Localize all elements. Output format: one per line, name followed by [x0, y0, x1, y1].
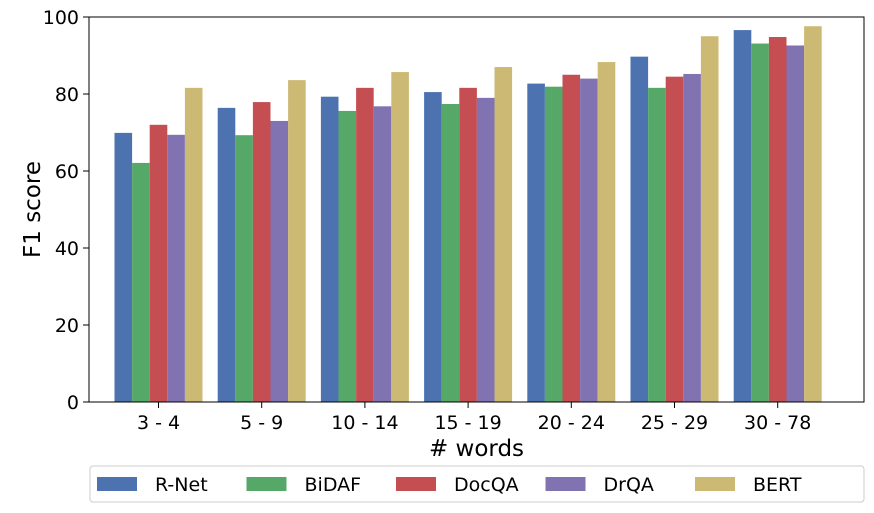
x-tick-label: 20 - 24: [538, 412, 605, 434]
bar-bidaf-2: [235, 135, 253, 402]
legend-label-drqa: DrQA: [604, 474, 654, 496]
bar-bidaf-6: [648, 87, 666, 402]
bar-drqa-3: [373, 106, 392, 402]
x-tick-label: 3 - 4: [137, 412, 180, 434]
y-tick-label: 60: [55, 161, 79, 183]
legend-label-bert: BERT: [753, 474, 802, 496]
y-tick-label: 20: [55, 315, 79, 337]
y-axis: 0 20 40 60 80 100: [43, 7, 89, 414]
legend-label-r-net: R-Net: [155, 474, 208, 496]
legend-swatch-docqa: [396, 477, 436, 491]
bar-drqa-6: [683, 73, 701, 402]
x-tick-label: 15 - 19: [434, 412, 501, 434]
legend: R-Net BiDAF DocQA DrQA BERT: [89, 465, 865, 503]
x-tick-label: 5 - 9: [240, 412, 283, 434]
bar-docqa-2: [252, 102, 271, 402]
bars-layer: [114, 26, 822, 403]
bar-docqa-7: [768, 37, 787, 403]
legend-swatch-bert: [695, 477, 735, 491]
bar-bert-7: [804, 26, 822, 403]
bar-r-net-6: [630, 56, 649, 403]
bar-bert-1: [184, 87, 203, 402]
bar-r-net-3: [320, 96, 339, 402]
bar-r-net-7: [733, 30, 752, 403]
bar-docqa-6: [665, 76, 684, 403]
bar-drqa-2: [270, 120, 289, 402]
legend-swatch-r-net: [97, 477, 137, 491]
x-tick-label: 30 - 78: [744, 412, 811, 434]
y-tick-label: 40: [55, 238, 79, 260]
legend-box: [89, 465, 865, 503]
legend-swatch-bidaf: [246, 477, 287, 491]
y-axis-title: F1 score: [20, 161, 46, 258]
y-tick-label: 80: [55, 84, 79, 106]
bar-docqa-5: [562, 74, 581, 402]
x-axis: 3 - 4 5 - 9 10 - 14 15 - 19 20 - 24 25 - 29 30…: [137, 402, 811, 434]
bar-bert-5: [597, 62, 616, 403]
bar-bert-2: [288, 80, 306, 402]
bar-r-net-1: [114, 132, 133, 402]
bar-docqa-1: [149, 124, 168, 403]
bar-bidaf-7: [751, 43, 769, 403]
y-tick-label: 0: [67, 392, 79, 414]
bar-bert-6: [700, 36, 719, 402]
x-tick-label: 10 - 14: [331, 412, 398, 434]
bar-drqa-7: [786, 45, 805, 403]
legend-label-docqa: DocQA: [454, 474, 519, 496]
bar-docqa-3: [356, 87, 374, 402]
plot-frame: [88, 16, 865, 403]
legend-label-bidaf: BiDAF: [305, 474, 362, 496]
y-tick-label: 100: [43, 7, 79, 29]
x-axis-title: # words: [429, 436, 524, 462]
bar-bidaf-1: [132, 162, 150, 402]
bar-bert-3: [391, 72, 409, 402]
bar-drqa-5: [580, 78, 598, 402]
bar-r-net-2: [217, 107, 236, 403]
bar-bert-4: [494, 67, 513, 403]
bar-bidaf-5: [544, 86, 563, 402]
bar-r-net-5: [527, 83, 545, 402]
bar-drqa-4: [476, 97, 495, 402]
bar-bidaf-4: [441, 104, 460, 402]
bar-docqa-4: [459, 87, 477, 402]
legend-swatch-drqa: [545, 477, 586, 491]
x-tick-label: 25 - 29: [641, 412, 708, 434]
bar-bidaf-3: [338, 110, 357, 402]
bar-drqa-1: [167, 134, 185, 402]
bar-r-net-4: [424, 92, 442, 402]
